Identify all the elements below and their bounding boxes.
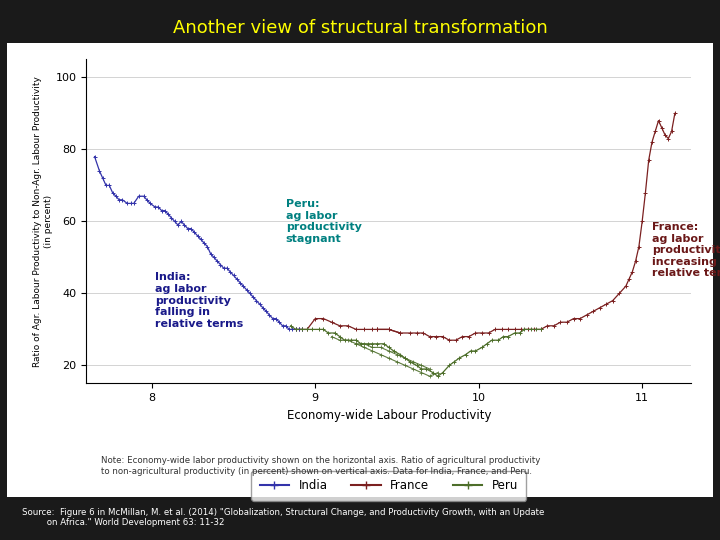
- Text: France:
ag labor
productivity
increasing in
relative terms: France: ag labor productivity increasing…: [652, 222, 720, 279]
- Text: Peru:
ag labor
productivity
stagnant: Peru: ag labor productivity stagnant: [286, 199, 361, 244]
- Text: India:
ag labor
productivity
falling in
relative terms: India: ag labor productivity falling in …: [155, 272, 243, 329]
- Text: Note: Economy-wide labor productivity shown on the horizontal axis. Ratio of agr: Note: Economy-wide labor productivity sh…: [101, 456, 540, 476]
- Y-axis label: Ratio of Agr. Labour Productivity to Non-Agr. Labour Productivity
(in percent): Ratio of Agr. Labour Productivity to Non…: [34, 76, 53, 367]
- Text: Another view of structural transformation: Another view of structural transformatio…: [173, 19, 547, 37]
- Text: Source:  Figure 6 in McMillan, M. et al. (2014) "Globalization, Structural Chang: Source: Figure 6 in McMillan, M. et al. …: [22, 508, 544, 527]
- X-axis label: Economy-wide Labour Productivity: Economy-wide Labour Productivity: [287, 409, 491, 422]
- Legend: India, France, Peru: India, France, Peru: [251, 471, 526, 501]
